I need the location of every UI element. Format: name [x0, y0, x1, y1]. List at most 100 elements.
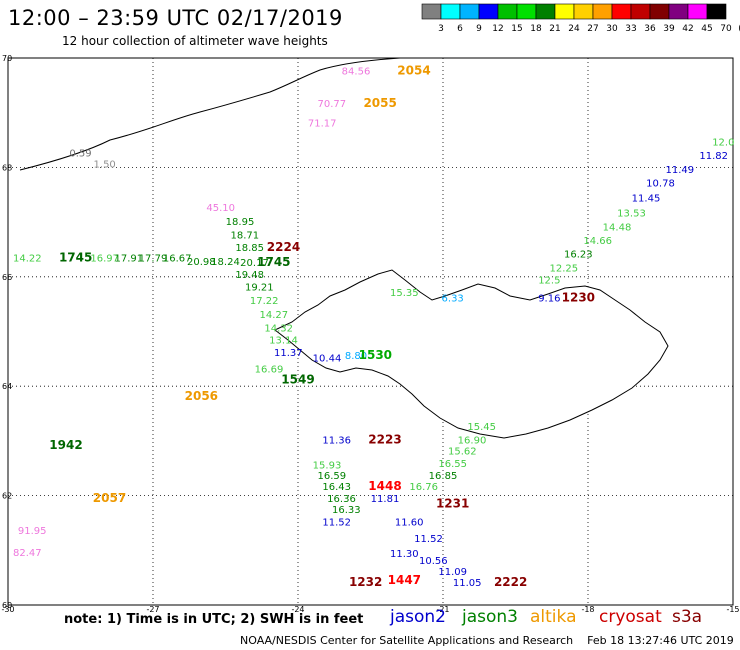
sat-cryosat: cryosat	[599, 607, 662, 627]
wave-height-label: 16.43	[322, 482, 351, 493]
sat-jason3: jason3	[462, 607, 518, 627]
legend-label: 36	[644, 24, 656, 34]
pass-time-label: 2224	[267, 240, 300, 254]
pass-time-label: 2054	[397, 63, 430, 77]
footer-note: note: 1) Time is in UTC; 2) SWH is in fe…	[64, 612, 364, 627]
wave-height-label: 70.77	[318, 99, 347, 110]
wave-height-label: 10.56	[419, 556, 448, 567]
wave-height-label: 15.45	[467, 422, 496, 433]
pass-time-label: 2223	[368, 433, 401, 447]
wave-height-label: 16.67	[163, 253, 192, 264]
wave-height-label: 16.59	[318, 471, 347, 482]
wave-height-label: 14.32	[264, 324, 293, 335]
wave-height-label: 71.17	[308, 118, 337, 129]
wave-height-label: 12.0	[712, 138, 734, 149]
wave-height-label: 20.17	[240, 258, 269, 269]
wave-height-label: 14.22	[13, 253, 42, 264]
wave-height-label: 14.48	[603, 222, 632, 233]
wave-height-label: 16.33	[332, 505, 361, 516]
lat-tick-label: 70	[2, 54, 12, 63]
wave-height-label: 19.21	[245, 282, 274, 293]
wave-height-label: 8.80	[345, 351, 367, 362]
lon-tick-label: -18	[581, 605, 594, 614]
legend-label: 21	[549, 24, 560, 34]
wave-height-label: 11.37	[274, 348, 303, 359]
legend-label: 42	[682, 24, 693, 34]
pass-time-label: 1745	[257, 255, 290, 269]
lon-tick-label: -21	[436, 605, 449, 614]
wave-height-label: 9.16	[538, 293, 560, 304]
legend-label: 3	[438, 24, 444, 34]
legend-label: 70	[720, 24, 732, 34]
wave-height-label: 19.48	[235, 270, 264, 281]
wave-height-label: 16.23	[564, 250, 593, 261]
legend-label: 39	[663, 24, 675, 34]
pass-time-label: 1745	[59, 250, 92, 264]
legend-label: 27	[587, 24, 598, 34]
wave-height-label: 14.27	[260, 310, 289, 321]
pass-time-label: 1530	[359, 348, 392, 362]
pass-time-label: 2056	[185, 389, 218, 403]
wave-height-label: 18.71	[231, 231, 260, 242]
wave-height-label: 15.62	[448, 447, 477, 458]
wave-height-label: 12.5	[538, 275, 560, 286]
legend-label: 30	[606, 24, 618, 34]
wave-height-label: 16.90	[458, 436, 487, 447]
map-title: 12:00 – 23:59 UTC 02/17/2019	[8, 6, 343, 30]
wave-height-label: 11.82	[699, 151, 728, 162]
wave-height-label: 15.35	[390, 288, 419, 299]
wave-height-label: 13.14	[269, 336, 298, 347]
lon-tick-label: -15	[726, 605, 739, 614]
wave-height-label: 18.85	[235, 243, 264, 254]
wave-height-label: 11.36	[322, 436, 351, 447]
wave-height-label: 13.53	[617, 209, 646, 220]
lon-tick-label: -27	[146, 605, 159, 614]
legend-label: 15	[511, 24, 522, 34]
wave-height-label: 16.76	[409, 482, 438, 493]
lon-tick-label: -30	[1, 605, 14, 614]
wave-height-label: 16.36	[327, 494, 356, 505]
wave-height-label: 11.30	[390, 549, 419, 560]
wave-height-label: 6.33	[442, 293, 464, 304]
wave-height-label: 11.52	[322, 518, 351, 529]
wave-height-label: 20.98	[187, 257, 216, 268]
wave-height-label: 12.25	[550, 263, 579, 274]
wave-height-label: 82.47	[13, 548, 42, 559]
wave-height-label: 11.09	[438, 567, 467, 578]
pass-time-label: 1230	[562, 290, 595, 304]
legend-label: 9	[476, 24, 482, 34]
lat-tick-label: 68	[2, 163, 12, 172]
pass-time-label: 1447	[388, 573, 421, 587]
wave-height-label: 17.22	[250, 296, 279, 307]
wave-height-label: 45.10	[206, 203, 235, 214]
credit-line: NOAA/NESDIS Center for Satellite Applica…	[240, 634, 734, 647]
wave-height-label: 91.95	[18, 526, 47, 537]
pass-time-label: 2222	[494, 575, 527, 589]
pass-time-label: 1231	[436, 497, 469, 511]
wave-height-label: 14.66	[583, 236, 612, 247]
wave-height-label: 17.91	[115, 253, 144, 264]
wave-height-label: 18.95	[226, 217, 255, 228]
wave-height-label: 16.69	[255, 365, 284, 376]
wave-height-label: 17.79	[139, 253, 168, 264]
wave-height-label: 10.78	[646, 179, 675, 190]
lat-tick-label: 66	[2, 273, 12, 282]
wave-height-label: 16.55	[438, 459, 467, 470]
sat-s3a: s3a	[672, 607, 703, 627]
map-subtitle: 12 hour collection of altimeter wave hei…	[62, 34, 328, 48]
wave-height-label: 1.50	[94, 159, 116, 170]
sat-jason2: jason2	[390, 607, 446, 627]
wave-height-label: 16.97	[90, 253, 119, 264]
wave-height-label: 11.81	[371, 494, 400, 505]
legend-label: 24	[568, 24, 580, 34]
lon-tick-label: -24	[291, 605, 304, 614]
wave-height-label: 15.93	[313, 460, 342, 471]
wave-height-label: 11.60	[395, 518, 424, 529]
wave-height-label: 11.52	[414, 534, 443, 545]
pass-time-label: 2055	[363, 96, 396, 110]
lat-tick-label: 64	[2, 382, 12, 391]
wave-height-label: 11.05	[453, 578, 482, 589]
wave-height-label: 11.45	[632, 193, 661, 204]
